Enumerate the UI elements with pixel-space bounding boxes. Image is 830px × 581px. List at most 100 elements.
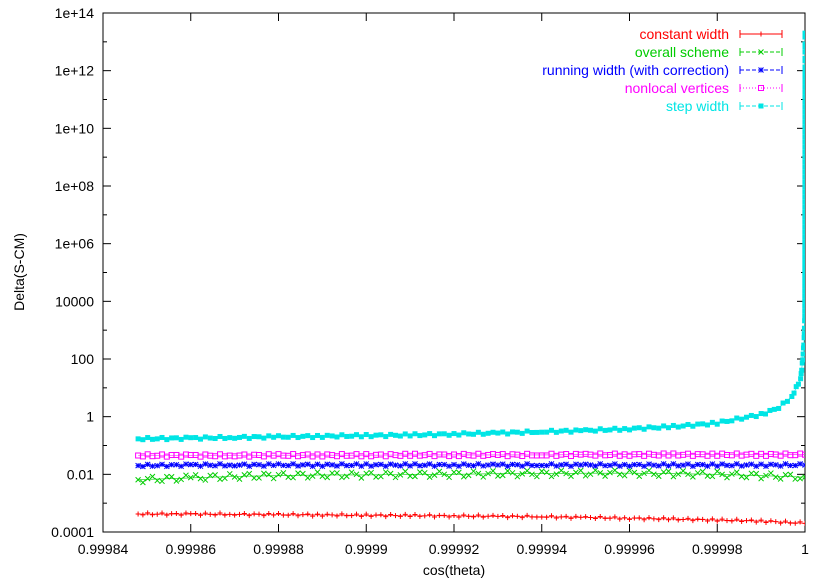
data-point [631, 515, 637, 521]
data-point [315, 432, 320, 438]
data-point [626, 452, 633, 459]
data-point [271, 434, 277, 440]
data-point [802, 84, 805, 90]
data-point [753, 414, 759, 420]
data-point [758, 411, 764, 417]
data-point [499, 472, 506, 479]
data-point [144, 461, 151, 468]
x-tick-label: 0.99986 [165, 541, 216, 557]
data-point [149, 436, 155, 442]
data-point [709, 419, 715, 425]
data-point [197, 453, 204, 460]
data-point [490, 429, 496, 435]
data-point [553, 471, 560, 477]
data-point [597, 470, 604, 476]
data-point [626, 463, 633, 470]
data-point [612, 467, 618, 474]
data-point [602, 473, 608, 479]
data-point [417, 469, 423, 475]
data-point [198, 512, 203, 518]
data-point [714, 463, 721, 470]
data-point [690, 474, 696, 480]
data-point [802, 179, 805, 185]
data-point [802, 74, 805, 80]
data-point [383, 514, 389, 520]
data-point [670, 450, 677, 457]
data-point [563, 427, 569, 433]
data-point [636, 473, 643, 480]
data-point [802, 159, 805, 165]
data-point [782, 450, 789, 457]
data-point [524, 428, 530, 434]
data-point [524, 450, 531, 457]
legend-label: overall scheme [635, 44, 729, 60]
data-point [802, 209, 805, 215]
data-point [402, 468, 409, 475]
data-point [480, 474, 487, 480]
data-point [666, 517, 671, 523]
data-point [675, 424, 681, 430]
data-point [193, 511, 199, 517]
data-point [802, 34, 805, 40]
data-point [241, 510, 247, 516]
data-point [339, 511, 345, 517]
data-point [207, 462, 214, 469]
data-point [251, 511, 257, 517]
data-point [465, 462, 472, 469]
data-point [480, 463, 487, 469]
data-point [802, 104, 805, 110]
y-tick-label: 100 [71, 351, 95, 367]
legend-label: running width (with correction) [542, 62, 729, 78]
data-point [549, 427, 554, 433]
data-point [197, 475, 204, 482]
data-point [178, 463, 185, 470]
data-point [802, 462, 805, 468]
data-point [597, 426, 603, 432]
data-point [802, 44, 805, 50]
y-tick-label: 1e+10 [55, 120, 95, 136]
data-point [260, 453, 267, 460]
data-point [621, 461, 628, 468]
data-point [534, 429, 540, 435]
data-point [802, 149, 805, 155]
data-point [602, 515, 608, 521]
data-point [451, 451, 457, 458]
data-point [461, 512, 467, 518]
data-point [685, 461, 691, 467]
data-point [724, 518, 730, 524]
data-point [802, 194, 805, 200]
data-point [163, 453, 170, 460]
data-point [791, 390, 797, 396]
data-point [280, 434, 286, 440]
data-point [529, 452, 535, 459]
data-point [305, 511, 311, 517]
data-point [641, 452, 648, 459]
legend-label: nonlocal vertices [625, 80, 729, 96]
data-point [460, 450, 467, 457]
data-point [232, 435, 238, 441]
y-tick-label: 0.0001 [51, 524, 94, 540]
data-point [509, 461, 516, 468]
data-point [212, 453, 219, 460]
data-point [738, 473, 745, 480]
data-point [714, 468, 721, 475]
data-point [295, 463, 301, 469]
data-point [798, 371, 804, 377]
data-point [334, 434, 340, 440]
data-point [568, 515, 574, 521]
data-point [778, 520, 784, 526]
data-point [456, 432, 462, 438]
data-point [802, 109, 805, 115]
data-point [802, 234, 805, 240]
data-point [685, 515, 691, 521]
data-point [169, 511, 175, 517]
data-point [651, 471, 657, 478]
data-point [499, 451, 506, 458]
data-point [354, 432, 359, 438]
data-point [363, 511, 369, 517]
legend-label: step width [666, 98, 729, 114]
data-point [343, 462, 350, 469]
data-point [724, 452, 730, 459]
data-point [154, 436, 160, 442]
